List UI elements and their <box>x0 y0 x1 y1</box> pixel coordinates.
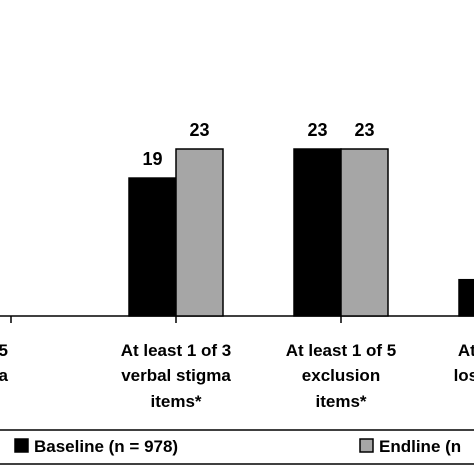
data-label-baseline-1: 19 <box>142 149 162 169</box>
data-label-baseline-2: 23 <box>307 120 327 140</box>
data-label-endline-2: 23 <box>354 120 374 140</box>
legend-label-endline: Endline (n <box>379 437 461 456</box>
category-label-1-line-2: items* <box>150 392 201 411</box>
category-label-1-line-0: At least 1 of 3 <box>121 341 232 360</box>
category-label-0-line-0: 5 <box>0 341 8 360</box>
category-label-2-line-0: At least 1 of 5 <box>286 341 397 360</box>
bar-baseline-1 <box>128 177 177 317</box>
bar-endline-1 <box>175 148 224 317</box>
category-label-2-line-2: items* <box>315 392 366 411</box>
legend-swatch-baseline <box>14 438 29 453</box>
bar-endline-2 <box>340 148 389 317</box>
category-label-0-line-1: a <box>0 366 9 385</box>
data-label-endline-1: 23 <box>189 120 209 140</box>
category-label-1-line-1: verbal stigma <box>121 366 231 385</box>
category-label-2-line-1: exclusion <box>302 366 380 385</box>
category-label-3-line-1: loss of identi <box>454 366 474 385</box>
bar-baseline-3 <box>458 278 474 317</box>
category-label-3-line-0: At least 1 of <box>458 341 474 360</box>
legend-label-baseline: Baseline (n = 978) <box>34 437 178 456</box>
legend-swatch-endline <box>359 438 374 453</box>
bar-baseline-2 <box>293 148 342 317</box>
